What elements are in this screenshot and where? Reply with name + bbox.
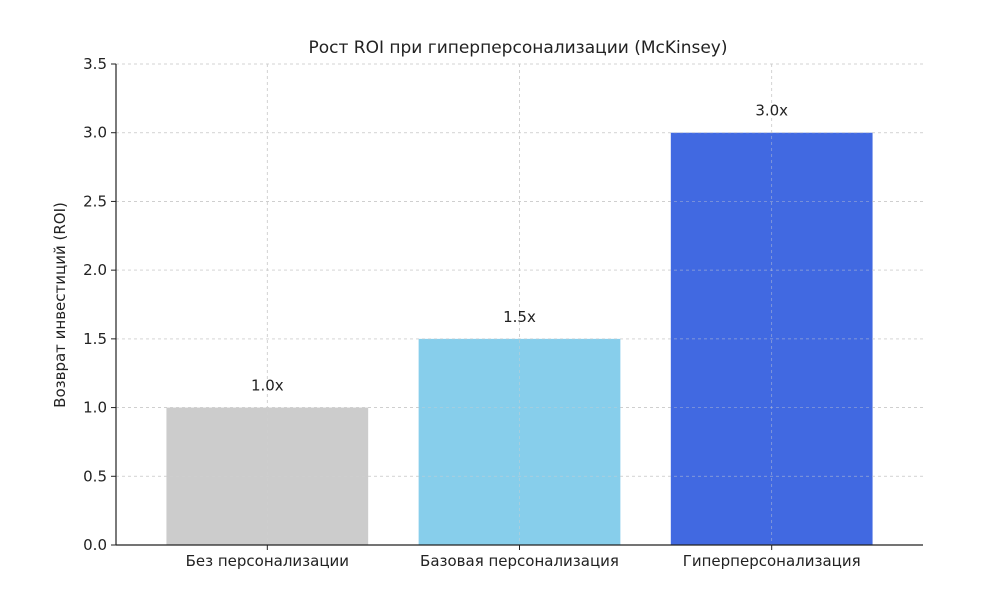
y-tick-label: 3.5 bbox=[83, 55, 107, 73]
data-labels: 1.0x 1.5x 3.0x bbox=[251, 102, 788, 395]
y-tick-label: 2.0 bbox=[83, 261, 107, 279]
y-ticks: 0.0 0.5 1.0 1.5 2.0 2.5 3.0 3.5 bbox=[83, 55, 116, 554]
y-tick-label: 0.0 bbox=[83, 536, 107, 554]
chart-title: Рост ROI при гиперперсонализации (McKins… bbox=[308, 38, 727, 58]
x-tick-label: Базовая персонализация bbox=[420, 552, 619, 570]
x-ticks: Без персонализации Базовая персонализация… bbox=[186, 545, 861, 570]
bar-data-label: 1.0x bbox=[251, 377, 284, 395]
bar-data-label: 3.0x bbox=[755, 102, 788, 120]
y-tick-label: 0.5 bbox=[83, 467, 107, 485]
y-tick-label: 1.0 bbox=[83, 399, 107, 417]
x-tick-label: Гиперперсонализация bbox=[683, 552, 861, 570]
bar-data-label: 1.5x bbox=[503, 308, 536, 326]
y-axis-label: Возврат инвестиций (ROI) bbox=[51, 202, 69, 408]
x-tick-label: Без персонализации bbox=[186, 552, 349, 570]
y-tick-label: 1.5 bbox=[83, 330, 107, 348]
y-tick-label: 2.5 bbox=[83, 192, 107, 210]
y-tick-label: 3.0 bbox=[83, 124, 107, 142]
